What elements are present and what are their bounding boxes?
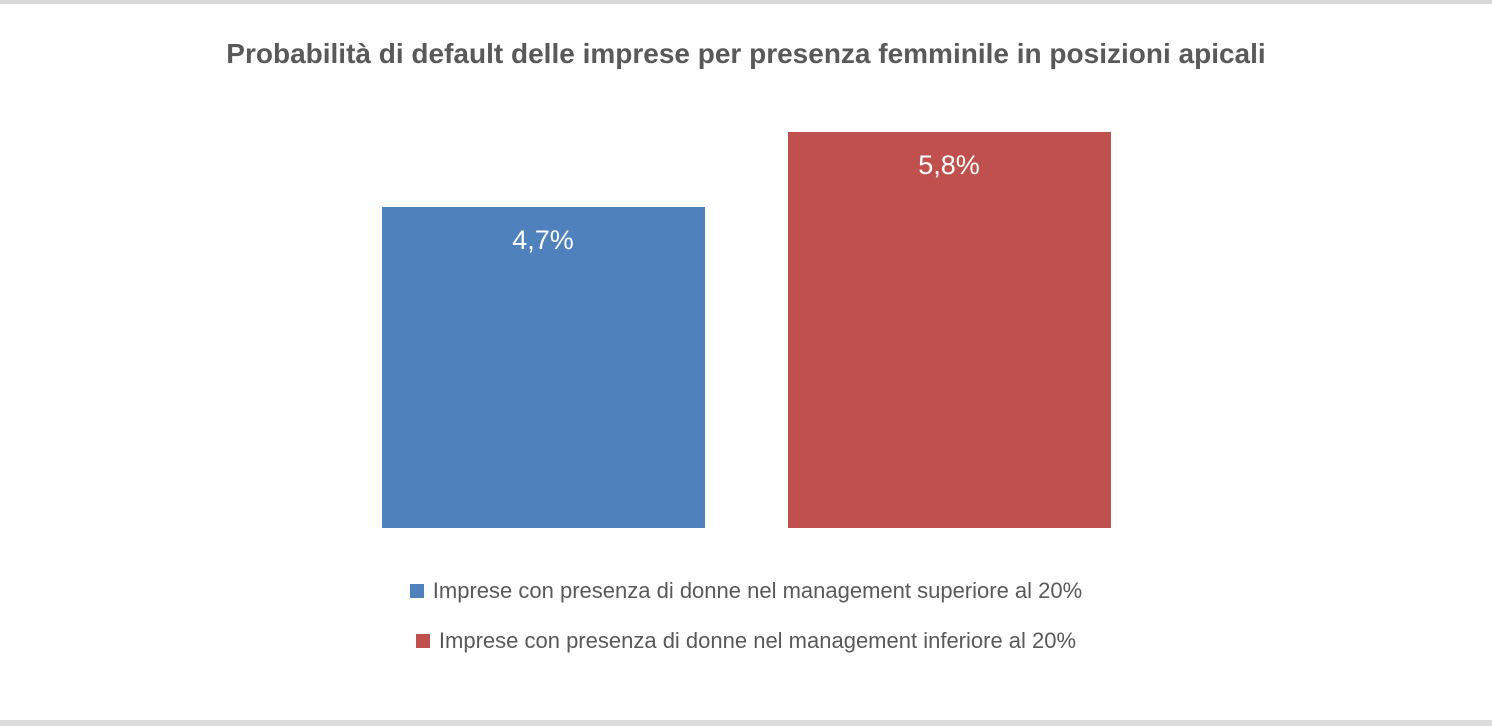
top-edge-divider xyxy=(0,0,1492,4)
bar-value-label: 4,7% xyxy=(512,225,574,255)
bar-0: 4,7% xyxy=(381,207,705,528)
bottom-edge-divider xyxy=(0,720,1492,726)
legend-swatch-icon xyxy=(409,584,424,598)
legend-swatch-icon xyxy=(415,634,430,648)
legend: Imprese con presenza di donne nel manage… xyxy=(0,578,1492,654)
legend-label: Imprese con presenza di donne nel manage… xyxy=(438,628,1077,653)
chart-title: Probabilità di default delle imprese per… xyxy=(226,38,1266,69)
legend-item-1: Imprese con presenza di donne nel manage… xyxy=(0,628,1492,654)
legend-item-0: Imprese con presenza di donne nel manage… xyxy=(0,578,1492,604)
plot-area: 4,7% 5,8% xyxy=(0,74,1492,528)
bar-1: 5,8% xyxy=(787,132,1111,528)
legend-label: Imprese con presenza di donne nel manage… xyxy=(432,578,1083,603)
bar-value-label: 5,8% xyxy=(918,150,980,180)
